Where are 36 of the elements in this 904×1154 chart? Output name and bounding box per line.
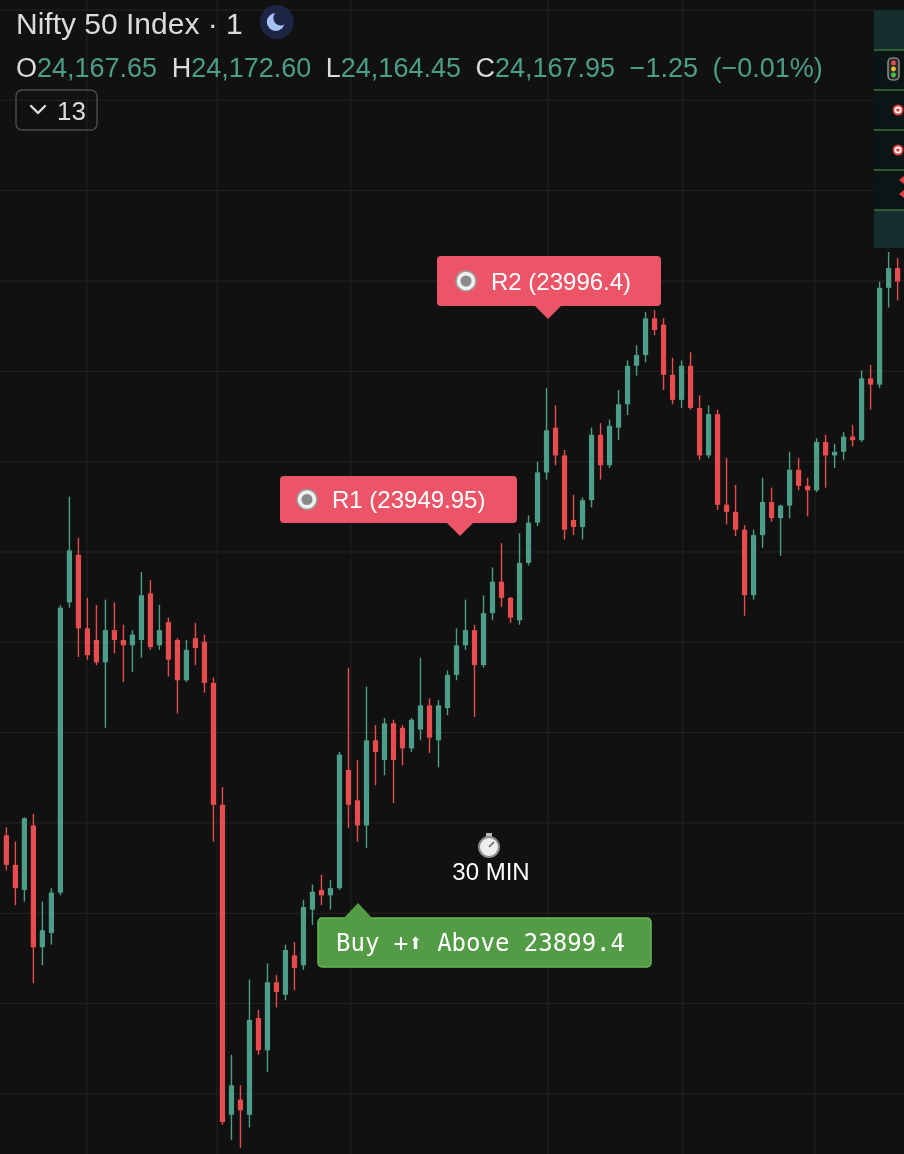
candlestick	[399, 724, 406, 767]
candlestick	[192, 622, 199, 666]
candlestick	[291, 941, 298, 991]
candlestick	[327, 879, 334, 911]
candlestick	[822, 434, 829, 489]
annotation: R1 (23949.95)	[332, 486, 486, 514]
candlestick	[795, 457, 802, 492]
chart-title: Nifty 50 Index · 1	[16, 7, 243, 40]
candlestick	[570, 494, 577, 536]
candlestick	[768, 486, 775, 523]
candlestick	[867, 364, 874, 411]
text: O24,167.65 H24,172.60 L24,164.45 C24,167.95 −1.25 (−0.01%)	[16, 53, 823, 83]
candlestick	[462, 598, 469, 651]
text: 13	[57, 96, 86, 126]
candlestick	[895, 257, 901, 302]
candlestick	[93, 604, 100, 666]
candlestick	[633, 344, 640, 377]
candlestick	[723, 457, 730, 526]
candlestick	[309, 883, 316, 926]
candlestick	[507, 596, 514, 624]
annotation: 30 MIN	[452, 858, 530, 885]
candlestick	[886, 251, 892, 309]
annotation: Buy +⬆ Above 23899.4	[336, 929, 625, 958]
candlestick	[156, 604, 163, 651]
candlestick	[777, 503, 784, 557]
candlestick	[12, 840, 18, 906]
candlestick	[840, 431, 847, 461]
candlestick	[498, 542, 505, 608]
candlestick	[111, 601, 118, 655]
candlestick	[615, 389, 622, 441]
candlestick	[651, 309, 658, 337]
candlestick	[39, 900, 46, 966]
candlestick	[732, 484, 739, 537]
annotation: R2 (23996.4)	[491, 267, 632, 295]
candlestick	[273, 974, 280, 1009]
candlestick	[372, 724, 379, 786]
